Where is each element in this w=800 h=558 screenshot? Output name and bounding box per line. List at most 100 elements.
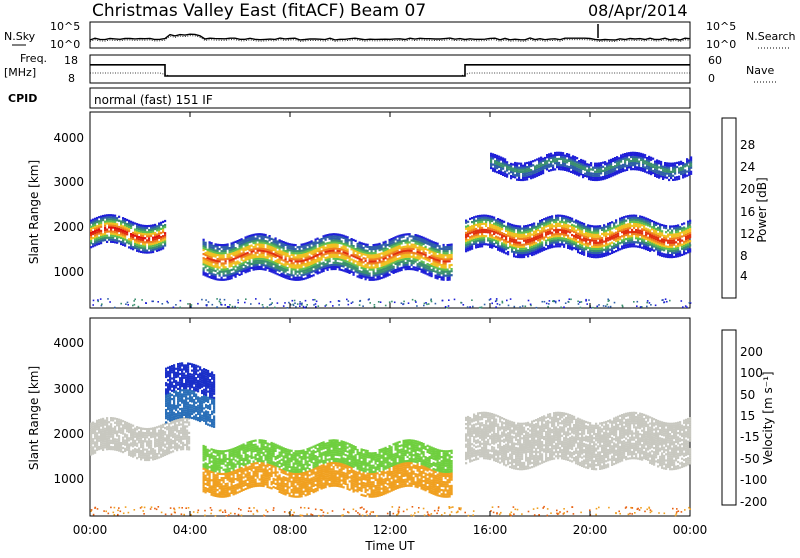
power-cell	[515, 233, 517, 235]
power-cell	[443, 264, 445, 266]
power-cell	[219, 258, 221, 260]
power-cell	[610, 175, 612, 177]
power-noise-cell	[114, 307, 116, 309]
power-noise-cell	[565, 302, 567, 304]
power-cell	[477, 232, 479, 234]
power-cell	[608, 176, 610, 178]
power-cell	[275, 260, 277, 262]
power-cell	[609, 226, 611, 228]
power-cell	[495, 225, 497, 227]
power-cell	[572, 163, 574, 165]
power-cell	[257, 248, 259, 250]
power-cell	[379, 253, 381, 255]
power-cell	[547, 233, 549, 235]
power-cell	[267, 249, 269, 251]
power-cell	[571, 230, 573, 232]
power-cell	[533, 253, 535, 255]
power-cell	[465, 242, 467, 244]
power-cell	[142, 231, 144, 233]
power-cell	[504, 171, 506, 173]
power-cell	[92, 223, 94, 225]
power-cell	[148, 247, 150, 249]
power-cell	[494, 160, 496, 162]
power-cell	[409, 266, 411, 268]
power-cell	[619, 222, 621, 224]
power-cell	[517, 225, 519, 227]
power-noise-cell	[463, 304, 465, 306]
power-cell	[235, 251, 237, 253]
power-cell	[596, 179, 598, 181]
power-cell	[578, 162, 580, 164]
power-cell	[221, 262, 223, 264]
power-cell	[335, 237, 337, 239]
power-cell	[275, 237, 277, 239]
velocity-cell	[102, 422, 104, 424]
power-cell	[211, 246, 213, 248]
power-cell	[245, 238, 247, 240]
power-cell	[521, 228, 523, 230]
power-cell	[529, 249, 531, 251]
power-cell	[219, 275, 221, 277]
power-cell	[632, 164, 634, 166]
power-cell	[327, 250, 329, 252]
power-cell	[581, 222, 583, 224]
velocity-cell	[100, 425, 102, 427]
power-noise-cell	[205, 299, 207, 301]
power-noise-cell	[581, 301, 583, 303]
power-cell	[381, 246, 383, 248]
power-cell	[375, 258, 377, 260]
power-cell	[653, 250, 655, 252]
power-cell	[122, 217, 124, 219]
velocity-cell	[104, 442, 106, 444]
power-cell	[526, 174, 528, 176]
power-cell	[471, 248, 473, 250]
power-noise-cell	[287, 307, 289, 309]
power-cell	[391, 252, 393, 254]
power-cell	[301, 252, 303, 254]
power-cell	[540, 169, 542, 171]
power-cell	[419, 252, 421, 254]
power-cell	[433, 258, 435, 260]
power-cell	[293, 250, 295, 252]
power-cell	[277, 267, 279, 269]
power-cell	[633, 245, 635, 247]
power-cell	[494, 164, 496, 166]
power-cell	[421, 248, 423, 250]
power-cell	[617, 229, 619, 231]
power-cell	[397, 262, 399, 264]
power-cell	[447, 248, 449, 250]
power-cell	[421, 254, 423, 256]
power-cell	[625, 238, 627, 240]
power-cell	[497, 220, 499, 222]
power-cell	[653, 243, 655, 245]
power-cell	[138, 242, 140, 244]
power-cell	[637, 223, 639, 225]
power-cell	[92, 231, 94, 233]
power-cell	[505, 244, 507, 246]
power-cell	[385, 245, 387, 247]
velocity-cell	[100, 418, 102, 420]
power-cell	[273, 241, 275, 243]
power-cb-tick-28: 28	[740, 138, 755, 152]
power-cell	[94, 236, 96, 238]
power-cell	[671, 256, 673, 258]
power-cell	[291, 264, 293, 266]
power-cell	[357, 247, 359, 249]
power-cell	[283, 253, 285, 255]
power-cell	[564, 157, 566, 159]
power-cell	[465, 234, 467, 236]
power-cell	[493, 219, 495, 221]
power-cell	[670, 173, 672, 175]
power-cell	[431, 249, 433, 251]
power-cell	[393, 249, 395, 251]
power-cell	[620, 156, 622, 158]
power-cell	[593, 240, 595, 242]
power-cell	[596, 165, 598, 167]
power-cell	[437, 277, 439, 279]
power-cell	[309, 251, 311, 253]
power-cell	[549, 218, 551, 220]
power-cell	[635, 241, 637, 243]
power-cell	[425, 240, 427, 242]
power-cell	[349, 258, 351, 260]
power-cell	[387, 250, 389, 252]
